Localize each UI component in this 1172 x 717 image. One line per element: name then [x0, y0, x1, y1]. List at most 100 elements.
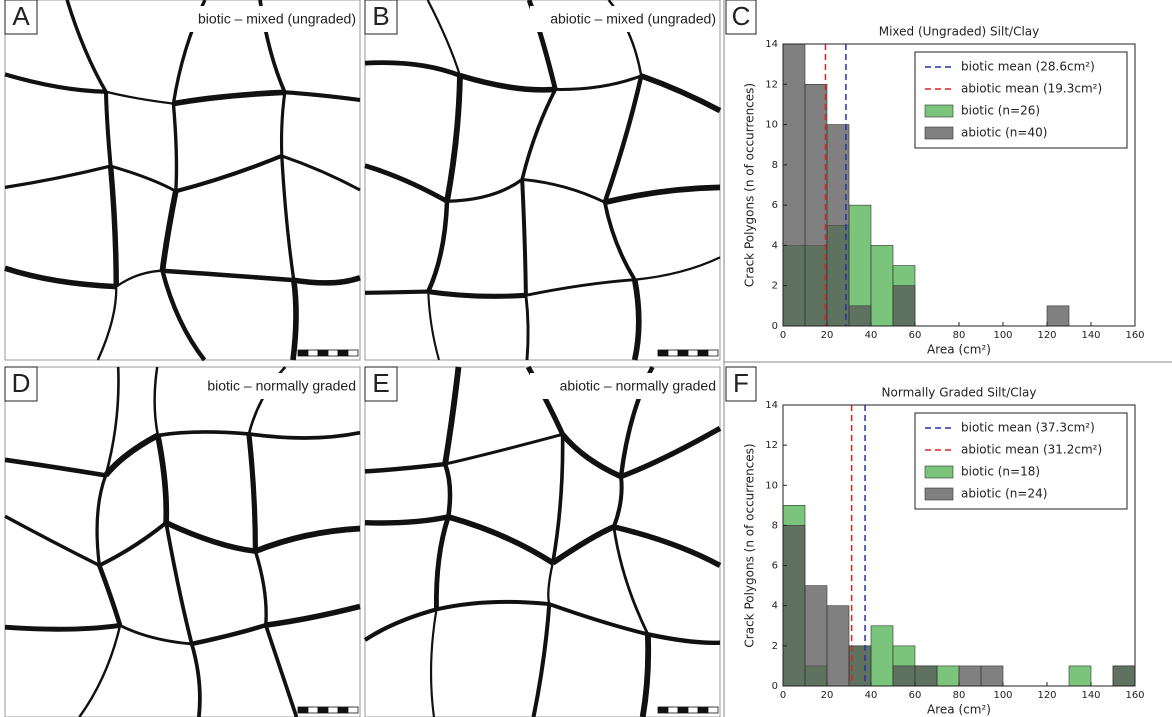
- panel-letter: B: [372, 1, 389, 31]
- x-tick-label: 40: [865, 330, 878, 341]
- x-axis-label: Area (cm²): [927, 343, 991, 357]
- histogram-bar: [805, 586, 827, 686]
- histogram-bar: [849, 306, 871, 326]
- histogram-bar: [1113, 666, 1135, 686]
- scale-bar: [678, 350, 688, 356]
- panel-caption: abiotic – mixed (ungraded): [550, 11, 716, 27]
- legend-label: abiotic (n=24): [961, 487, 1047, 501]
- panel-caption: biotic – normally graded: [207, 378, 356, 394]
- y-tick-label: 10: [765, 480, 778, 491]
- panel-letter: F: [733, 368, 749, 398]
- histogram-bar: [893, 666, 915, 686]
- crack: [293, 280, 296, 360]
- histogram-bar: [783, 44, 805, 326]
- histogram-bar: [805, 84, 827, 326]
- y-tick-label: 12: [765, 440, 778, 451]
- page: {"panels": [ {"letter": "A", "caption": …: [0, 0, 1172, 717]
- legend-label: biotic mean (37.3cm²): [961, 421, 1095, 435]
- x-tick-label: 20: [821, 690, 834, 701]
- scale-bar: [698, 707, 708, 713]
- photo-panel: Dbiotic – normally graded: [5, 367, 360, 717]
- panel-caption: abiotic – normally graded: [560, 378, 716, 394]
- chart-title: Normally Graded Silt/Clay: [882, 386, 1037, 400]
- y-tick-label: 10: [765, 120, 778, 131]
- chart-title: Mixed (Ungraded) Silt/Clay: [879, 25, 1040, 39]
- scale-bar: [308, 707, 318, 713]
- y-tick-label: 6: [772, 200, 778, 211]
- y-tick-label: 14: [765, 400, 778, 411]
- photo: [365, 0, 720, 360]
- scale-bar: [298, 707, 308, 713]
- x-tick-label: 140: [1081, 690, 1100, 701]
- x-tick-label: 160: [1125, 690, 1144, 701]
- x-tick-label: 80: [953, 330, 966, 341]
- panel-caption: biotic – mixed (ungraded): [198, 11, 356, 27]
- panel-letter: A: [12, 1, 30, 31]
- histogram-bar: [827, 606, 849, 686]
- scale-bar: [708, 707, 718, 713]
- x-tick-label: 40: [865, 690, 878, 701]
- legend-swatch: [925, 466, 953, 478]
- scale-bar: [298, 350, 308, 356]
- legend-swatch: [925, 127, 953, 139]
- legend-label: biotic mean (28.6cm²): [961, 60, 1095, 74]
- legend-swatch: [925, 488, 953, 500]
- figure: Abiotic – mixed (ungraded) Babiotic – mix…: [0, 0, 1172, 717]
- x-tick-label: 140: [1081, 330, 1100, 341]
- y-tick-label: 6: [772, 561, 778, 572]
- photo-panel: Babiotic – mixed (ungraded): [365, 0, 720, 360]
- y-tick-label: 0: [772, 321, 778, 332]
- histogram-bar: [1069, 666, 1091, 686]
- x-tick-label: 120: [1037, 690, 1056, 701]
- scale-bar: [698, 350, 708, 356]
- legend-label: biotic (n=26): [961, 104, 1040, 118]
- scale-bar: [708, 350, 718, 356]
- scale-bar: [318, 707, 328, 713]
- scale-bar: [668, 350, 678, 356]
- x-tick-label: 160: [1125, 330, 1144, 341]
- legend-label: abiotic mean (31.2cm²): [961, 443, 1102, 457]
- x-tick-label: 0: [780, 330, 786, 341]
- histogram-bar: [1047, 306, 1069, 326]
- scale-bar: [658, 707, 668, 713]
- scale-bar: [338, 350, 348, 356]
- x-tick-label: 120: [1037, 330, 1056, 341]
- scale-bar: [318, 350, 328, 356]
- y-tick-label: 0: [772, 681, 778, 692]
- histogram-bar: [937, 666, 959, 686]
- histogram-bar: [871, 245, 893, 326]
- scale-bar: [348, 350, 358, 356]
- y-tick-label: 2: [772, 281, 778, 292]
- x-tick-label: 80: [953, 690, 966, 701]
- x-tick-label: 20: [821, 330, 834, 341]
- histogram-bar: [981, 666, 1003, 686]
- photo: [5, 367, 360, 717]
- scale-bar: [348, 707, 358, 713]
- photo: [5, 0, 360, 360]
- legend-label: abiotic (n=40): [961, 126, 1047, 140]
- scale-bar: [338, 707, 348, 713]
- x-tick-label: 60: [909, 330, 922, 341]
- x-tick-label: 0: [780, 690, 786, 701]
- histogram-bar: [959, 666, 981, 686]
- x-tick-label: 100: [993, 330, 1012, 341]
- crack: [365, 292, 428, 293]
- panel-letter: D: [12, 368, 31, 398]
- y-tick-label: 2: [772, 641, 778, 652]
- scale-bar: [328, 707, 338, 713]
- histogram-bar: [893, 286, 915, 326]
- scale-bar: [688, 350, 698, 356]
- y-tick-label: 14: [765, 39, 778, 50]
- y-tick-label: 4: [772, 240, 778, 251]
- histogram-bar: [915, 666, 937, 686]
- y-axis-label: Crack Polygons (n of occurrences): [743, 443, 757, 647]
- y-axis-label: Crack Polygons (n of occurrences): [743, 83, 757, 287]
- x-tick-label: 100: [993, 690, 1012, 701]
- x-axis-label: Area (cm²): [927, 703, 991, 717]
- scale-bar: [678, 707, 688, 713]
- scale-bar: [308, 350, 318, 356]
- scale-bar: [688, 707, 698, 713]
- scale-bar: [658, 350, 668, 356]
- histogram-bar: [871, 626, 893, 686]
- y-tick-label: 4: [772, 601, 778, 612]
